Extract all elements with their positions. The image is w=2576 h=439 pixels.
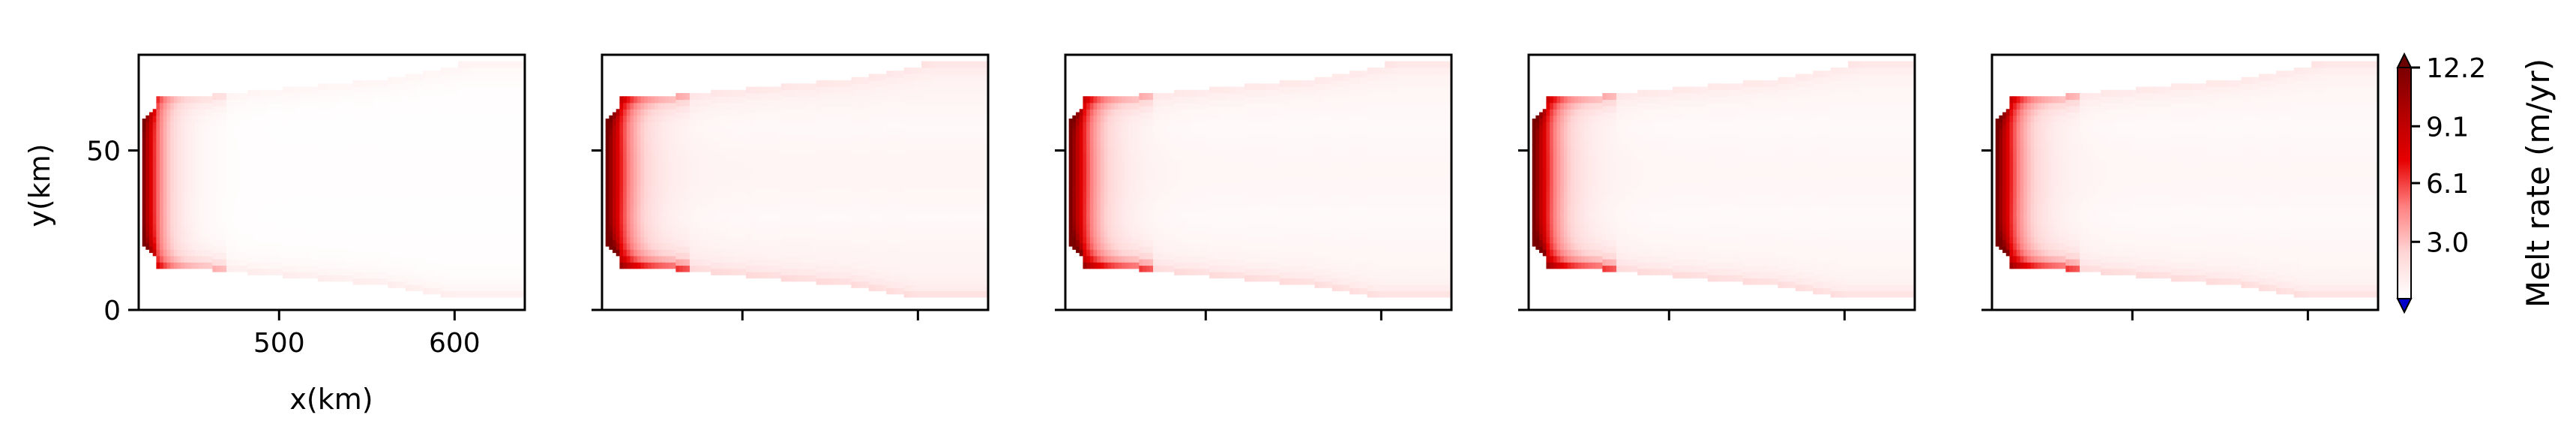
y-tick-label-0: 0 xyxy=(103,296,121,326)
melt-field-3 xyxy=(1065,55,1451,310)
panel-frame xyxy=(1527,53,1916,311)
colorbar-label: Melt rate (m/yr) xyxy=(2520,59,2557,308)
panel-frame xyxy=(1064,53,1453,311)
panels-group: 500 600 0 50 xyxy=(86,53,2380,359)
x-axis-label: x(km) xyxy=(289,383,373,416)
melt-field-4 xyxy=(1529,55,1915,310)
colorbar-tick-label-6.1: 6.1 xyxy=(2426,169,2469,200)
axis-labels-group: x(km) y(km) xyxy=(23,143,373,416)
colorbar-over-arrow xyxy=(2396,52,2413,68)
panel-frame xyxy=(137,53,526,311)
colorbar-tick-label-9.1: 9.1 xyxy=(2426,112,2469,143)
panel-frame xyxy=(1990,53,2380,311)
panel-1: 500 600 0 50 xyxy=(86,53,526,359)
melt-field-5 xyxy=(1992,55,2378,310)
y-tick-label-50: 50 xyxy=(86,137,121,167)
x-tick-label-600: 600 xyxy=(429,328,481,359)
x-tick-label-500: 500 xyxy=(253,328,305,359)
panel-5 xyxy=(1981,53,2380,320)
panel-4 xyxy=(1518,53,1916,320)
panel-2 xyxy=(592,53,990,320)
colorbar: 3.0 6.1 9.1 12.2 Melt rate (m/yr) xyxy=(2396,52,2557,314)
colorbar-gradient xyxy=(2397,67,2412,299)
colorbar-tick-label-12.2: 12.2 xyxy=(2426,53,2486,84)
y-axis-label: y(km) xyxy=(23,143,56,227)
colorbar-tick-label-3.0: 3.0 xyxy=(2426,227,2469,258)
colorbar-under-arrow xyxy=(2396,298,2413,314)
panel-3 xyxy=(1055,53,1453,320)
melt-field-1 xyxy=(139,55,525,310)
panel-frame xyxy=(601,53,990,311)
melt-field-2 xyxy=(602,55,988,310)
